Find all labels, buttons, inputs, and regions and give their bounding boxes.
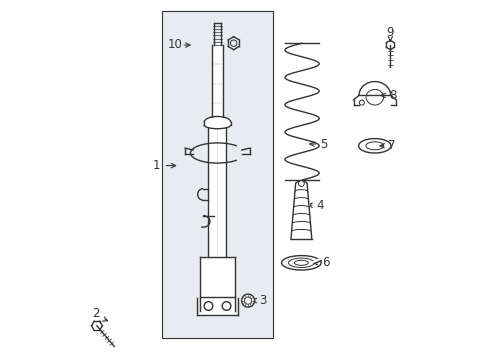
FancyBboxPatch shape	[162, 11, 273, 338]
Circle shape	[298, 181, 304, 186]
Text: 3: 3	[258, 294, 265, 307]
Text: 5: 5	[319, 138, 327, 150]
Circle shape	[222, 302, 230, 310]
Text: 9: 9	[386, 26, 393, 39]
Text: 10: 10	[167, 39, 183, 51]
Text: 7: 7	[387, 139, 394, 152]
Text: 8: 8	[389, 89, 396, 102]
Circle shape	[204, 302, 212, 310]
Circle shape	[359, 100, 364, 105]
Text: 1: 1	[152, 159, 160, 172]
Circle shape	[241, 294, 254, 307]
Text: 6: 6	[321, 256, 328, 269]
Text: 2: 2	[92, 307, 100, 320]
Text: 4: 4	[316, 199, 323, 212]
